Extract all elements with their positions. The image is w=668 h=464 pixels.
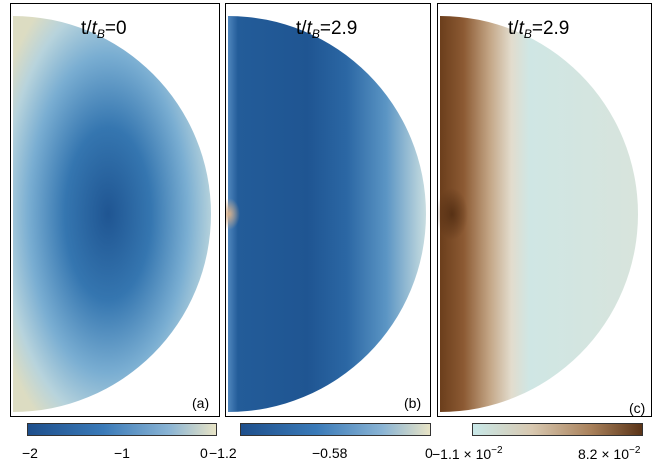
colorbar-b bbox=[240, 423, 431, 436]
colorbar-c-tick-min: −1.1 × 10−2 bbox=[432, 445, 503, 462]
half-disk-c bbox=[440, 16, 638, 412]
colorbar-a-tick-max: 0 bbox=[200, 445, 208, 461]
colorbar-c-tick-max: 8.2 × 10−2 bbox=[578, 445, 641, 462]
half-disk-b bbox=[228, 16, 426, 412]
panel-b-label: (b) bbox=[404, 395, 422, 411]
colorbar-b-tick-max: 0 bbox=[425, 445, 433, 461]
colorbar-a bbox=[27, 423, 217, 436]
edge-spot-c bbox=[438, 188, 468, 240]
panel-c-title: t/tB=2.9 bbox=[508, 18, 570, 41]
panel-c-plot bbox=[438, 16, 638, 412]
colorbar-b-tick-min: −1.2 bbox=[209, 445, 237, 461]
edge-spot-b bbox=[226, 198, 240, 230]
colorbar-a-tick-mid: −1 bbox=[114, 445, 130, 461]
colorbar-c bbox=[472, 423, 643, 436]
half-disk-a bbox=[13, 16, 211, 412]
panel-b-title: t/tB=2.9 bbox=[296, 18, 358, 41]
panel-c: t/tB=2.9 (c) bbox=[437, 3, 652, 417]
panel-a-title: t/tB=0 bbox=[81, 18, 127, 41]
panel-b-plot bbox=[226, 16, 426, 412]
colorbar-a-tick-min: −2 bbox=[22, 445, 38, 461]
panel-a: t/tB=0 (a) bbox=[10, 3, 220, 417]
panel-b: t/tB=2.9 (b) bbox=[225, 3, 431, 417]
panel-c-label: (c) bbox=[629, 400, 646, 416]
panel-a-label: (a) bbox=[192, 395, 210, 411]
panel-a-plot bbox=[13, 16, 211, 412]
colorbar-b-tick-mid: −0.58 bbox=[312, 445, 348, 461]
